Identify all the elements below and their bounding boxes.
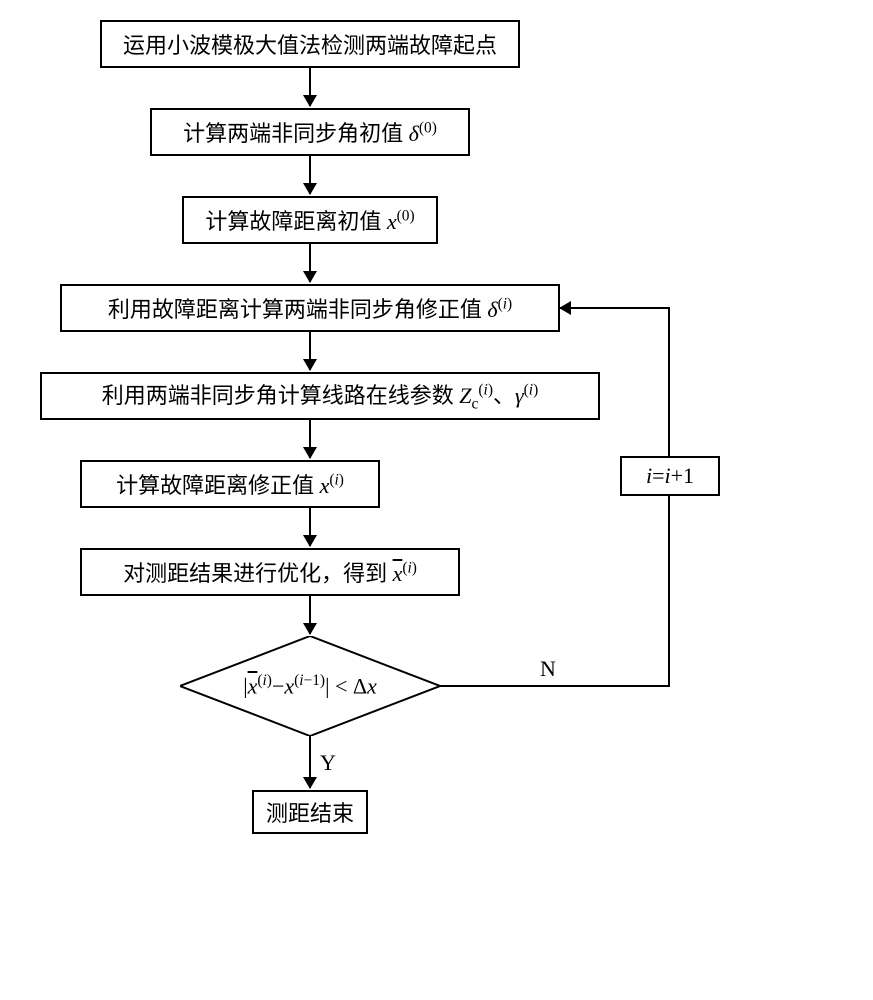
step-label: 计算故障距离初值 x(0) <box>205 204 414 236</box>
step-calc-fault-dist-corr: 计算故障距离修正值 x(i) <box>80 460 380 508</box>
arrow <box>309 508 311 546</box>
step-label: 利用两端非同步角计算线路在线参数 Zc(i)、γ(i) <box>102 378 538 413</box>
step-label: 利用故障距离计算两端非同步角修正值 δ(i) <box>108 292 512 324</box>
arrow <box>309 332 311 370</box>
counter-label: i=i+1 <box>646 463 694 489</box>
feedback-line <box>440 685 670 687</box>
step-label: 计算故障距离修正值 x(i) <box>116 468 344 500</box>
step-end: 测距结束 <box>252 790 368 834</box>
step-detect-fault-start: 运用小波模极大值法检测两端故障起点 <box>100 20 520 68</box>
step-label: 计算两端非同步角初值 δ(0) <box>183 116 437 148</box>
step-calc-fault-dist-init: 计算故障距离初值 x(0) <box>182 196 438 244</box>
step-label: 运用小波模极大值法检测两端故障起点 <box>123 28 497 60</box>
feedback-arrow <box>560 307 670 309</box>
step-label: 对测距结果进行优化，得到 x(i) <box>123 556 417 588</box>
flowchart-container: 运用小波模极大值法检测两端故障起点 计算两端非同步角初值 δ(0) 计算故障距离… <box>20 20 850 980</box>
decision-convergence: |x(i)−x(i−1)| < Δx <box>180 636 440 736</box>
arrow <box>309 736 311 788</box>
feedback-line <box>668 307 670 456</box>
step-calc-async-angle-init: 计算两端非同步角初值 δ(0) <box>150 108 470 156</box>
counter-increment: i=i+1 <box>620 456 720 496</box>
feedback-line <box>668 496 670 687</box>
arrow <box>309 156 311 194</box>
step-optimize-result: 对测距结果进行优化，得到 x(i) <box>80 548 460 596</box>
arrow <box>309 68 311 106</box>
label-no: N <box>540 656 556 682</box>
arrow <box>309 420 311 458</box>
label-yes: Y <box>320 750 336 776</box>
decision-label: |x(i)−x(i−1)| < Δx <box>243 672 377 699</box>
step-calc-async-angle-corr: 利用故障距离计算两端非同步角修正值 δ(i) <box>60 284 560 332</box>
step-calc-line-params: 利用两端非同步角计算线路在线参数 Zc(i)、γ(i) <box>40 372 600 420</box>
arrow <box>309 244 311 282</box>
step-label: 测距结束 <box>266 796 354 828</box>
arrow <box>309 596 311 634</box>
